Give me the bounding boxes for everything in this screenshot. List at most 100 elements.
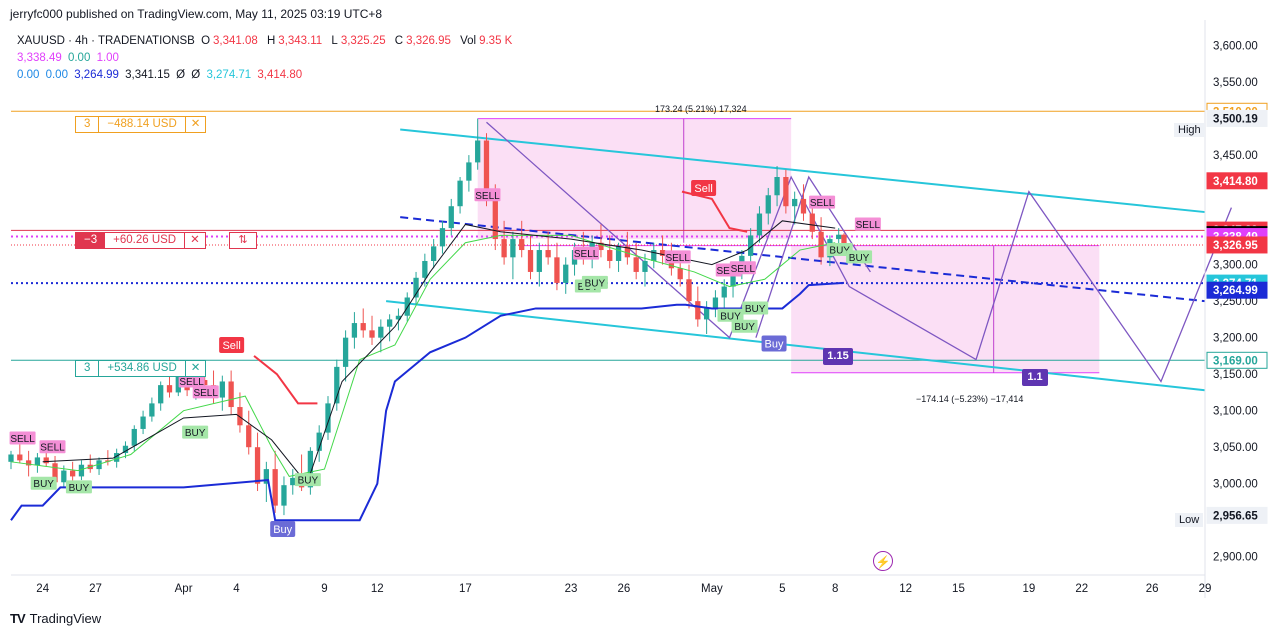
signal-bg xyxy=(664,250,691,264)
candle xyxy=(457,177,463,214)
candle xyxy=(316,425,322,462)
candle-body xyxy=(545,250,551,258)
signal-bg xyxy=(39,440,66,454)
sell-signal: SELL xyxy=(664,250,691,264)
price-tag: 3,264.99 xyxy=(1206,281,1268,299)
candle-body xyxy=(237,407,243,426)
x-tick-label: 17 xyxy=(459,583,472,595)
position-line-1[interactable]: 3 −488.14 USD ✕ xyxy=(75,116,207,133)
chart-overlays: SELLSELLBUYBUYSELLSELLBUYBUYSELLSELLBUYB… xyxy=(9,179,881,537)
close-position-icon[interactable]: ✕ xyxy=(184,361,206,376)
candle-body xyxy=(756,213,763,236)
candle-body xyxy=(809,213,815,232)
price-tag-label: 3,500.19 xyxy=(1213,113,1258,125)
price-tag-bg xyxy=(1206,172,1268,190)
signal-text: BUY xyxy=(720,311,741,322)
signal-text: SELL xyxy=(856,220,881,231)
buy-signal: BUY xyxy=(717,308,744,322)
close-position-icon[interactable]: ✕ xyxy=(184,117,206,132)
signal-text: BUY xyxy=(33,479,54,490)
signal-bg xyxy=(9,431,36,445)
candle xyxy=(360,308,366,338)
candle xyxy=(17,441,23,464)
sell-signal: SELL xyxy=(192,385,219,399)
price-tag-label: 2,956.65 xyxy=(1213,510,1258,522)
signal-text: BUY xyxy=(298,476,319,487)
footer-brand[interactable]: TV TradingView xyxy=(10,611,101,626)
tradingview-logo-icon: TV xyxy=(10,611,26,626)
candle xyxy=(325,396,331,440)
signal-text: SELL xyxy=(40,443,65,454)
candle xyxy=(703,301,710,335)
candle-body xyxy=(818,231,824,258)
y-tick-label: 3,000.00 xyxy=(1213,479,1258,491)
channel-lower xyxy=(385,300,1206,392)
candle xyxy=(554,242,560,291)
candle-body xyxy=(25,460,32,466)
y-tick-label: 3,250.00 xyxy=(1213,296,1258,308)
signal-bg xyxy=(573,246,600,260)
candle-body xyxy=(721,286,727,298)
candle xyxy=(536,242,542,287)
signal-bg xyxy=(30,476,57,490)
publisher-line: jerryfc000 published on TradingView.com,… xyxy=(10,7,383,21)
trend-line-black xyxy=(42,220,836,485)
footer-brand-text: TradingView xyxy=(29,611,102,626)
signal-text: BUY xyxy=(69,483,90,494)
signal-bg xyxy=(270,520,296,537)
candle xyxy=(774,166,780,207)
candle-body xyxy=(615,246,622,261)
position-line-2[interactable]: −3 +60.26 USD ✕ xyxy=(75,232,206,249)
candle xyxy=(527,235,534,280)
low-tag: Low xyxy=(1175,513,1204,527)
buy-signal: BUY xyxy=(294,473,321,487)
candle-body xyxy=(307,450,314,488)
signal-bg xyxy=(846,250,873,264)
candle-body xyxy=(501,239,507,258)
price-tag-bg xyxy=(1206,351,1268,369)
sell-signal: SELL xyxy=(729,261,756,275)
signal-bg xyxy=(731,319,758,333)
candle xyxy=(96,457,102,475)
candle-body xyxy=(457,180,463,207)
reverse-position-icon[interactable]: ⇅ xyxy=(229,232,257,249)
candle xyxy=(642,253,648,287)
x-tick-label: 29 xyxy=(1199,583,1212,595)
y-tick-label: 3,300.00 xyxy=(1213,260,1258,272)
candle-body xyxy=(492,195,498,240)
x-tick-label: Apr xyxy=(175,583,193,595)
position-line-3[interactable]: 3 +534.86 USD ✕ xyxy=(75,360,207,377)
y-tick-label: 3,200.00 xyxy=(1213,333,1258,345)
candle-body xyxy=(369,330,375,338)
signal-bg xyxy=(809,195,836,209)
candle xyxy=(712,290,719,318)
candle xyxy=(272,450,278,513)
candle-body xyxy=(158,385,164,404)
candle xyxy=(748,228,754,265)
candle xyxy=(756,206,763,243)
candle xyxy=(395,308,402,331)
replay-icon[interactable]: ⚡ xyxy=(873,551,893,571)
candle-body xyxy=(642,260,648,272)
candle-body xyxy=(439,228,446,247)
candle xyxy=(166,374,173,398)
candle-body xyxy=(131,428,137,446)
signal-text: BUY xyxy=(829,246,850,257)
sell-signal: SELL xyxy=(573,246,600,260)
buy-signal: BUY xyxy=(742,301,769,315)
x-tick-label: 26 xyxy=(1146,583,1159,595)
y-tick-label: 3,550.00 xyxy=(1213,77,1258,89)
close-position-icon[interactable]: ✕ xyxy=(184,233,205,248)
candle-body xyxy=(386,319,393,327)
candle-body xyxy=(272,469,278,506)
signal-text: Buy xyxy=(273,524,292,536)
candle-body xyxy=(651,250,657,261)
x-tick-label: May xyxy=(701,583,723,595)
signal-text: SELL xyxy=(731,264,756,275)
candle xyxy=(466,155,472,192)
legend-symbol[interactable]: XAUUSD · 4h · TRADENATIONSB xyxy=(17,35,195,47)
price-tag-bg xyxy=(1206,506,1268,524)
position-qty: 3 xyxy=(84,362,91,374)
